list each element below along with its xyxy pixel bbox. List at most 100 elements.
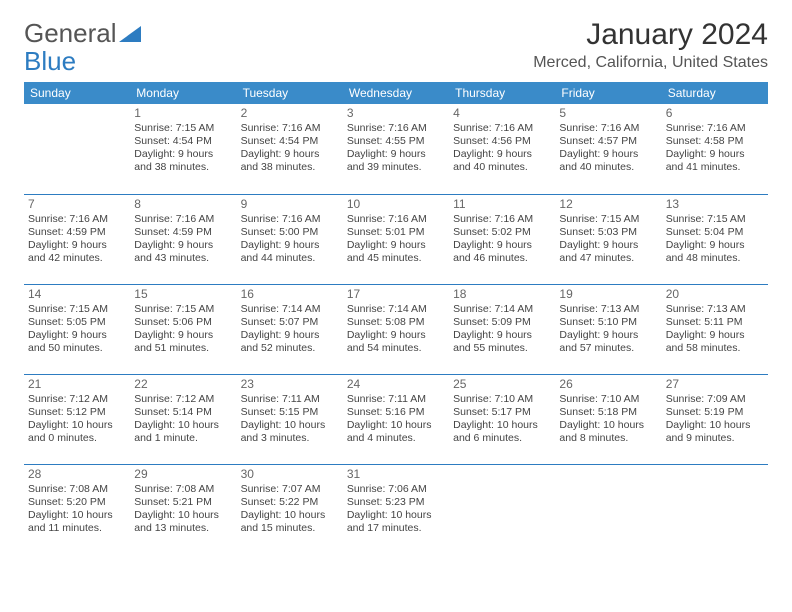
calendar-cell: 31Sunrise: 7:06 AMSunset: 5:23 PMDayligh…	[343, 464, 449, 554]
day-number: 30	[241, 467, 339, 482]
sunset-line: Sunset: 5:02 PM	[453, 226, 551, 239]
sunrise-line: Sunrise: 7:11 AM	[241, 393, 339, 406]
day-number: 2	[241, 106, 339, 121]
calendar-cell: 12Sunrise: 7:15 AMSunset: 5:03 PMDayligh…	[555, 194, 661, 284]
calendar-cell: 4Sunrise: 7:16 AMSunset: 4:56 PMDaylight…	[449, 104, 555, 194]
day-number: 11	[453, 197, 551, 212]
sunrise-line: Sunrise: 7:15 AM	[666, 213, 764, 226]
daylight-line: Daylight: 10 hours and 8 minutes.	[559, 419, 657, 445]
sunrise-line: Sunrise: 7:12 AM	[134, 393, 232, 406]
sunset-line: Sunset: 5:07 PM	[241, 316, 339, 329]
day-number: 8	[134, 197, 232, 212]
daylight-line: Daylight: 9 hours and 58 minutes.	[666, 329, 764, 355]
daylight-line: Daylight: 9 hours and 55 minutes.	[453, 329, 551, 355]
day-number: 10	[347, 197, 445, 212]
weekday-header: Friday	[555, 82, 661, 104]
sunset-line: Sunset: 5:21 PM	[134, 496, 232, 509]
sunset-line: Sunset: 5:14 PM	[134, 406, 232, 419]
calendar-row: 28Sunrise: 7:08 AMSunset: 5:20 PMDayligh…	[24, 464, 768, 554]
calendar-body: 1Sunrise: 7:15 AMSunset: 4:54 PMDaylight…	[24, 104, 768, 554]
calendar-cell	[24, 104, 130, 194]
day-number: 9	[241, 197, 339, 212]
sunrise-line: Sunrise: 7:06 AM	[347, 483, 445, 496]
sunrise-line: Sunrise: 7:10 AM	[453, 393, 551, 406]
day-number: 21	[28, 377, 126, 392]
sunrise-line: Sunrise: 7:12 AM	[28, 393, 126, 406]
calendar-row: 14Sunrise: 7:15 AMSunset: 5:05 PMDayligh…	[24, 284, 768, 374]
sunset-line: Sunset: 5:11 PM	[666, 316, 764, 329]
sunrise-line: Sunrise: 7:13 AM	[559, 303, 657, 316]
sunset-line: Sunset: 5:16 PM	[347, 406, 445, 419]
day-number: 24	[347, 377, 445, 392]
weekday-header: Monday	[130, 82, 236, 104]
sunrise-line: Sunrise: 7:16 AM	[347, 122, 445, 135]
sunrise-line: Sunrise: 7:15 AM	[134, 122, 232, 135]
daylight-line: Daylight: 10 hours and 9 minutes.	[666, 419, 764, 445]
sunset-line: Sunset: 5:23 PM	[347, 496, 445, 509]
sunrise-line: Sunrise: 7:07 AM	[241, 483, 339, 496]
sunset-line: Sunset: 4:58 PM	[666, 135, 764, 148]
sunrise-line: Sunrise: 7:08 AM	[134, 483, 232, 496]
day-number: 22	[134, 377, 232, 392]
daylight-line: Daylight: 10 hours and 17 minutes.	[347, 509, 445, 535]
day-number: 6	[666, 106, 764, 121]
calendar-cell	[449, 464, 555, 554]
daylight-line: Daylight: 9 hours and 50 minutes.	[28, 329, 126, 355]
weekday-header: Tuesday	[237, 82, 343, 104]
calendar-cell: 19Sunrise: 7:13 AMSunset: 5:10 PMDayligh…	[555, 284, 661, 374]
calendar-cell: 1Sunrise: 7:15 AMSunset: 4:54 PMDaylight…	[130, 104, 236, 194]
sunrise-line: Sunrise: 7:10 AM	[559, 393, 657, 406]
daylight-line: Daylight: 9 hours and 41 minutes.	[666, 148, 764, 174]
daylight-line: Daylight: 10 hours and 13 minutes.	[134, 509, 232, 535]
sunrise-line: Sunrise: 7:16 AM	[453, 122, 551, 135]
calendar-cell: 28Sunrise: 7:08 AMSunset: 5:20 PMDayligh…	[24, 464, 130, 554]
sunrise-line: Sunrise: 7:15 AM	[28, 303, 126, 316]
daylight-line: Daylight: 10 hours and 0 minutes.	[28, 419, 126, 445]
sunrise-line: Sunrise: 7:09 AM	[666, 393, 764, 406]
sunset-line: Sunset: 4:54 PM	[134, 135, 232, 148]
calendar-row: 21Sunrise: 7:12 AMSunset: 5:12 PMDayligh…	[24, 374, 768, 464]
daylight-line: Daylight: 9 hours and 45 minutes.	[347, 239, 445, 265]
calendar-cell	[555, 464, 661, 554]
sunrise-line: Sunrise: 7:13 AM	[666, 303, 764, 316]
day-number: 28	[28, 467, 126, 482]
daylight-line: Daylight: 10 hours and 6 minutes.	[453, 419, 551, 445]
daylight-line: Daylight: 10 hours and 1 minute.	[134, 419, 232, 445]
sunset-line: Sunset: 4:56 PM	[453, 135, 551, 148]
sunrise-line: Sunrise: 7:16 AM	[241, 213, 339, 226]
sunset-line: Sunset: 4:54 PM	[241, 135, 339, 148]
sunset-line: Sunset: 5:10 PM	[559, 316, 657, 329]
header: General January 2024 Merced, California,…	[0, 0, 792, 76]
daylight-line: Daylight: 9 hours and 44 minutes.	[241, 239, 339, 265]
day-number: 4	[453, 106, 551, 121]
calendar-cell: 18Sunrise: 7:14 AMSunset: 5:09 PMDayligh…	[449, 284, 555, 374]
sunset-line: Sunset: 5:08 PM	[347, 316, 445, 329]
day-number: 31	[347, 467, 445, 482]
sunset-line: Sunset: 4:59 PM	[28, 226, 126, 239]
weekday-header: Thursday	[449, 82, 555, 104]
day-number: 7	[28, 197, 126, 212]
calendar-cell: 3Sunrise: 7:16 AMSunset: 4:55 PMDaylight…	[343, 104, 449, 194]
logo-text-general: General	[24, 18, 117, 49]
sunset-line: Sunset: 5:06 PM	[134, 316, 232, 329]
sunrise-line: Sunrise: 7:14 AM	[241, 303, 339, 316]
daylight-line: Daylight: 9 hours and 38 minutes.	[241, 148, 339, 174]
sunrise-line: Sunrise: 7:16 AM	[241, 122, 339, 135]
calendar-cell: 27Sunrise: 7:09 AMSunset: 5:19 PMDayligh…	[662, 374, 768, 464]
logo-text-blue: Blue	[24, 46, 76, 77]
weekday-header: Sunday	[24, 82, 130, 104]
day-number: 19	[559, 287, 657, 302]
daylight-line: Daylight: 9 hours and 48 minutes.	[666, 239, 764, 265]
sunset-line: Sunset: 5:03 PM	[559, 226, 657, 239]
day-number: 1	[134, 106, 232, 121]
day-number: 20	[666, 287, 764, 302]
calendar-cell: 16Sunrise: 7:14 AMSunset: 5:07 PMDayligh…	[237, 284, 343, 374]
daylight-line: Daylight: 9 hours and 40 minutes.	[559, 148, 657, 174]
calendar-cell: 22Sunrise: 7:12 AMSunset: 5:14 PMDayligh…	[130, 374, 236, 464]
sunrise-line: Sunrise: 7:16 AM	[559, 122, 657, 135]
day-number: 27	[666, 377, 764, 392]
day-number: 23	[241, 377, 339, 392]
day-number: 17	[347, 287, 445, 302]
daylight-line: Daylight: 9 hours and 54 minutes.	[347, 329, 445, 355]
daylight-line: Daylight: 9 hours and 52 minutes.	[241, 329, 339, 355]
